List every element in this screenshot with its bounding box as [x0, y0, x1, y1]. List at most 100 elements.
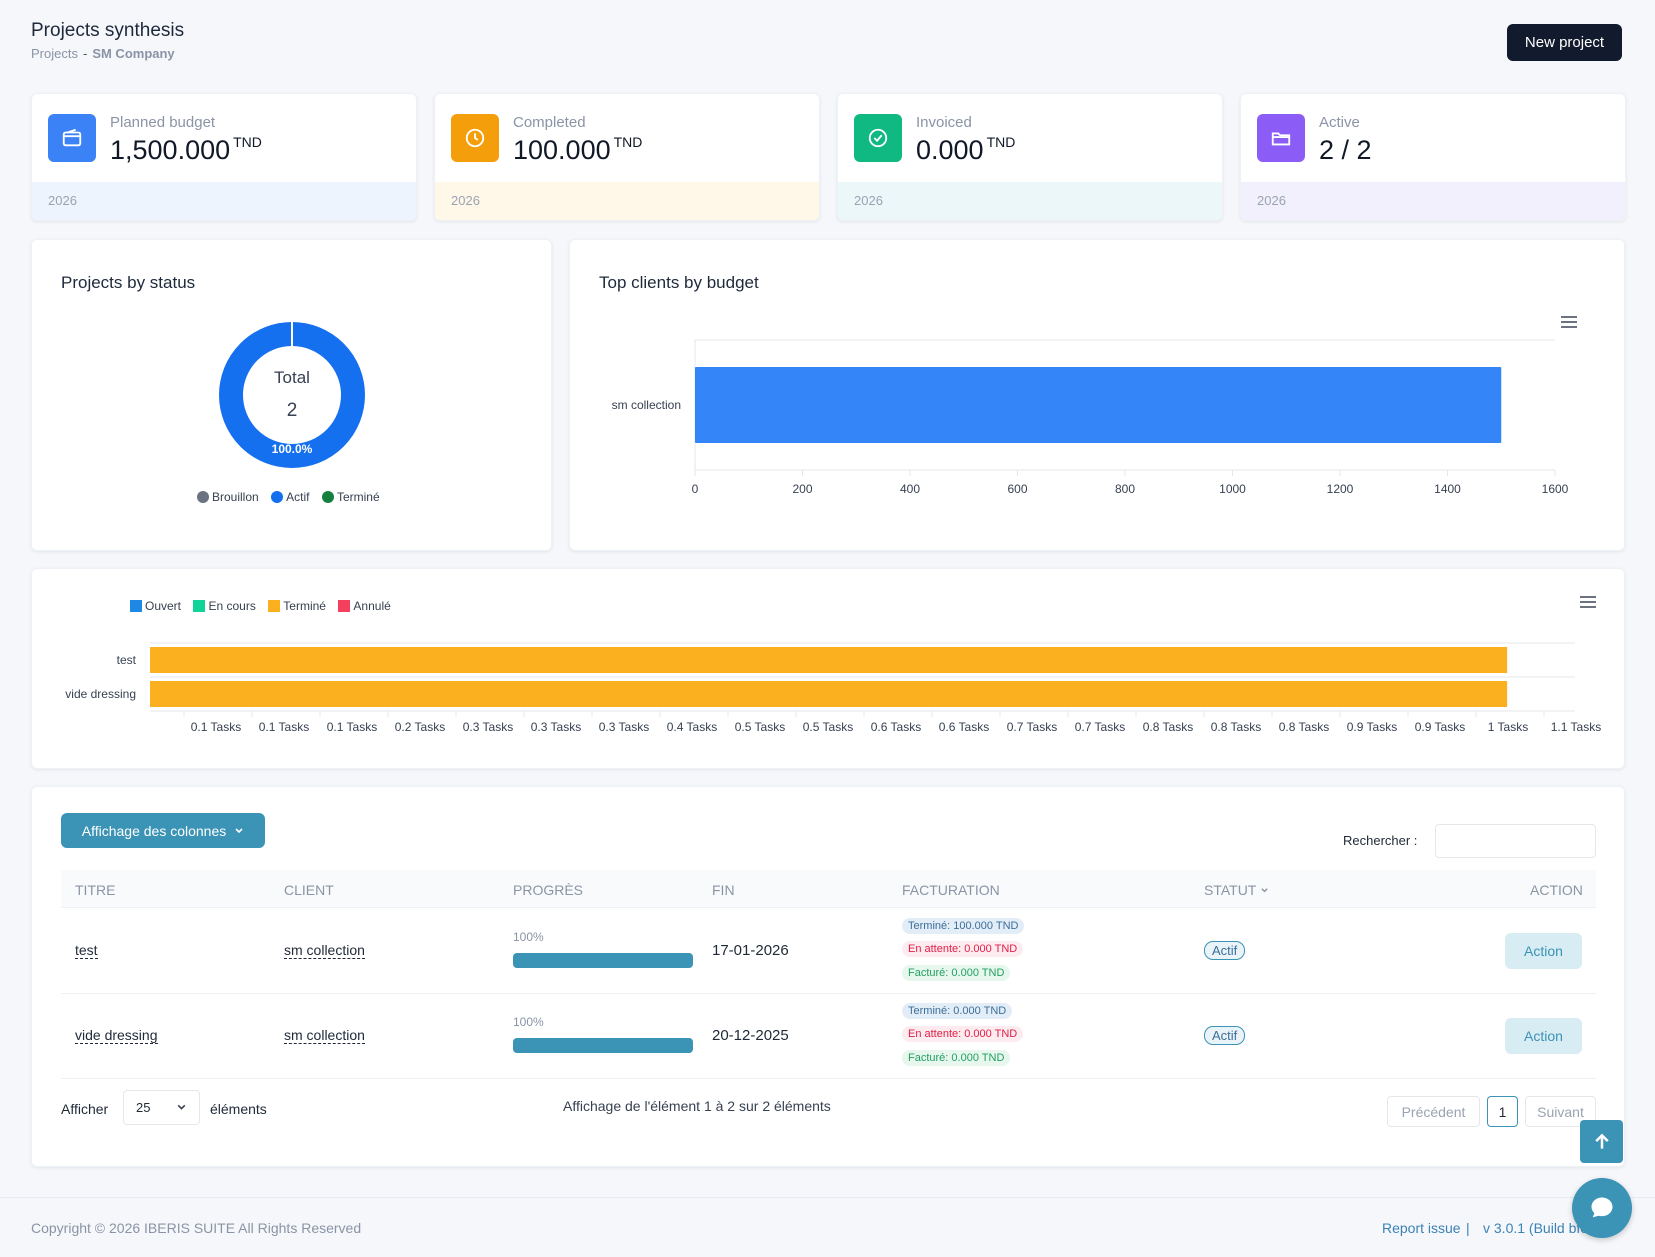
row-divider	[61, 993, 1596, 994]
donut-center-value: 2	[287, 400, 298, 421]
client-link[interactable]: sm collection	[284, 1027, 365, 1044]
x-tick-label: 1 Tasks	[1488, 720, 1528, 734]
status-legend: Brouillon Actif Terminé	[197, 490, 388, 508]
page-number-button[interactable]: 1	[1487, 1096, 1518, 1127]
donut-slice-actif[interactable]	[219, 322, 365, 468]
scroll-to-top-button[interactable]	[1580, 1120, 1623, 1163]
project-title-link[interactable]: test	[75, 942, 98, 959]
footer-divider	[0, 1197, 1655, 1198]
legend-item-annule[interactable]: Annulé	[338, 599, 391, 613]
x-tick-label: 0.5 Tasks	[803, 720, 853, 734]
progress-label: 100%	[513, 1015, 544, 1029]
show-label: Afficher	[61, 1101, 109, 1117]
client-link[interactable]: sm collection	[284, 942, 365, 959]
column-header-action: ACTION	[1530, 882, 1583, 898]
table-info: Affichage de l'élément 1 à 2 sur 2 éléme…	[563, 1098, 831, 1114]
row-divider	[61, 1078, 1596, 1079]
kpi-unit: TND	[613, 134, 643, 150]
x-tick-label: 0.3 Tasks	[531, 720, 581, 734]
search-input[interactable]	[1435, 824, 1596, 858]
chat-button[interactable]	[1572, 1178, 1632, 1238]
x-tick-label: 0.8 Tasks	[1211, 720, 1261, 734]
legend-item-termine[interactable]: Terminé	[268, 599, 326, 613]
end-date: 17-01-2026	[712, 942, 789, 959]
kpi-value: 100.000 TND	[513, 134, 643, 165]
panel-title: Projects by status	[61, 273, 196, 292]
wallet-icon	[48, 114, 96, 162]
clock-icon	[451, 114, 499, 162]
column-header-fin[interactable]: FIN	[712, 882, 735, 898]
y-category-label: sm collection	[612, 398, 681, 412]
x-tick-label: 0.9 Tasks	[1347, 720, 1397, 734]
x-tick-label: 0.4 Tasks	[667, 720, 717, 734]
column-visibility-button[interactable]: Affichage des colonnes	[61, 813, 265, 848]
x-tick-label: 0.1 Tasks	[191, 720, 241, 734]
legend-item-ouvert[interactable]: Ouvert	[130, 599, 181, 613]
billing-invoiced-badge: Facturé: 0.000 TND	[902, 965, 1011, 981]
y-category-label: test	[117, 653, 137, 667]
tasks-legend: Ouvert En cours Terminé Annulé	[130, 599, 399, 617]
action-button[interactable]: Action	[1505, 933, 1582, 969]
x-tick-label: 1400	[1434, 482, 1461, 496]
x-tick-label: 1.1 Tasks	[1551, 720, 1601, 734]
x-tick-label: 0.7 Tasks	[1075, 720, 1125, 734]
client-cell: sm collection	[284, 1027, 365, 1045]
panel-title: Top clients by budget	[599, 273, 759, 292]
legend-item-en-cours[interactable]: En cours	[193, 599, 256, 613]
breadcrumb-root[interactable]: Projects	[31, 46, 78, 61]
kpi-value: 2 / 2	[1319, 135, 1372, 165]
action-button[interactable]: Action	[1505, 1018, 1582, 1054]
legend-item-actif[interactable]: Actif	[271, 490, 310, 504]
arrow-up-icon	[1594, 1133, 1609, 1149]
donut-center-label: Total	[274, 368, 310, 387]
page-size-select[interactable]: 25	[123, 1090, 200, 1125]
kpi-card-planned-budget: Planned budget 1,500.000 TND 2026	[31, 93, 417, 221]
column-header-progres[interactable]: PROGRÈS	[513, 882, 584, 898]
next-page-button[interactable]: Suivant	[1525, 1096, 1596, 1127]
x-tick-label: 1000	[1219, 482, 1246, 496]
breadcrumb: Projects - SM Company	[31, 46, 175, 61]
x-tick-label: 800	[1115, 482, 1135, 496]
x-tick-label: 600	[1007, 482, 1027, 496]
kpi-value: 1,500.000 TND	[110, 134, 262, 165]
x-tick-label: 0.8 Tasks	[1143, 720, 1193, 734]
x-tick-label: 0.2 Tasks	[395, 720, 445, 734]
x-tick-label: 400	[900, 482, 920, 496]
project-title-link[interactable]: vide dressing	[75, 1027, 158, 1044]
x-tick-label: 0.7 Tasks	[1007, 720, 1057, 734]
x-tick-label: 0.9 Tasks	[1415, 720, 1465, 734]
billing-completed-badge: Terminé: 100.000 TND	[902, 918, 1025, 934]
billing-pending-badge: En attente: 0.000 TND	[902, 1026, 1024, 1042]
x-tick-label: 0.5 Tasks	[735, 720, 785, 734]
kpi-unit: TND	[233, 134, 262, 150]
kpi-card-completed: Completed 100.000 TND 2026	[434, 93, 820, 221]
footer-report-link[interactable]: Report issue	[1382, 1220, 1461, 1236]
previous-page-button[interactable]: Précédent	[1387, 1096, 1480, 1127]
task-bar-segment[interactable]	[150, 681, 1508, 707]
chevron-down-icon	[177, 1104, 186, 1110]
legend-item-termine[interactable]: Terminé	[321, 490, 380, 504]
x-tick-label: 0.1 Tasks	[327, 720, 377, 734]
status-badge: Actif	[1204, 1026, 1246, 1045]
column-header-client[interactable]: CLIENT	[284, 882, 334, 898]
column-header-titre[interactable]: TITRE	[75, 882, 116, 898]
tasks-by-project-panel: Ouvert En cours Terminé Annulé 0.1 Tasks…	[31, 568, 1625, 769]
projects-table-panel	[31, 786, 1625, 1167]
kpi-year: 2026	[32, 182, 416, 220]
new-project-button[interactable]: New project	[1507, 24, 1622, 61]
folder-icon	[1257, 114, 1305, 162]
client-budget-bar[interactable]	[695, 367, 1502, 443]
legend-item-brouillon[interactable]: Brouillon	[197, 490, 259, 504]
projects-by-status-panel: Projects by status Total 2 100.0% Brouil…	[31, 239, 552, 551]
chart-menu-icon[interactable]	[1561, 316, 1577, 328]
column-header-statut[interactable]: STATUT	[1204, 882, 1269, 898]
sort-chevron-icon	[1261, 888, 1269, 893]
billing-completed-badge: Terminé: 0.000 TND	[902, 1003, 1013, 1019]
client-cell: sm collection	[284, 942, 365, 960]
column-header-facturation[interactable]: FACTURATION	[902, 882, 1000, 898]
task-bar-segment[interactable]	[150, 647, 1508, 673]
kpi-label: Planned budget	[110, 114, 216, 131]
kpi-year: 2026	[435, 182, 819, 220]
chart-menu-icon[interactable]	[1580, 596, 1596, 608]
progress-label: 100%	[513, 930, 544, 944]
